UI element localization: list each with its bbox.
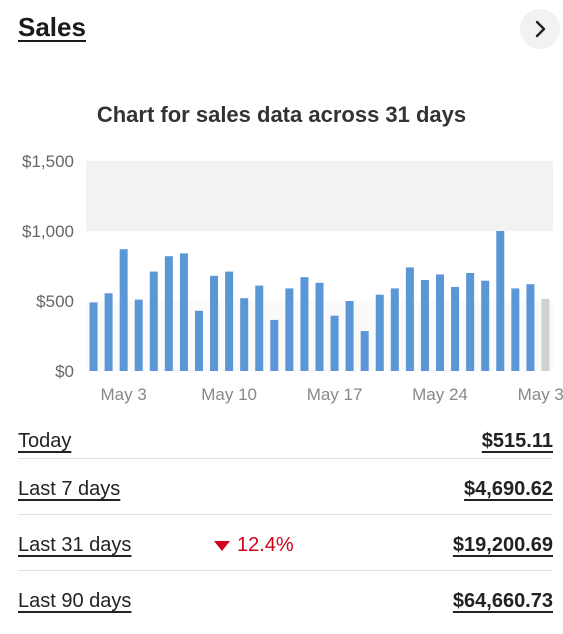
chart-bar (390, 288, 399, 371)
down-triangle-icon (214, 540, 230, 551)
summary-row-today[interactable]: Today $515.11 (18, 418, 553, 474)
chart-bar (134, 299, 143, 371)
chart-bar (179, 253, 188, 371)
summary-value[interactable]: $64,660.73 (452, 590, 553, 612)
chart-bar (315, 282, 324, 371)
sales-chart: $0 $500 $1,000 $1,500 May 3 May 10 May 17 May 2… (22, 152, 563, 404)
chart-bar (481, 280, 490, 371)
chart-bar (225, 271, 234, 371)
page-title[interactable]: Sales (18, 12, 86, 42)
summary-label[interactable]: Last 90 days (18, 590, 132, 612)
chart-bar (375, 294, 384, 371)
chevron-right-icon (535, 20, 546, 38)
chart-bar (526, 284, 535, 371)
chart-bar (496, 231, 505, 371)
header: Sales (0, 0, 563, 60)
chart-bar (451, 287, 460, 371)
chart-bar (345, 301, 354, 371)
chart-bar (466, 273, 475, 371)
summary-row-last-31-days[interactable]: Last 31 days 12.4% $19,200.69 (18, 522, 553, 578)
chart-bar (405, 267, 414, 371)
summary-row-last-90-days[interactable]: Last 90 days $64,660.73 (18, 578, 553, 634)
chart-bar (255, 285, 264, 371)
x-tick-label: May 31 (518, 385, 563, 404)
summary-value[interactable]: $4,690.62 (464, 478, 553, 500)
chart-bar (330, 315, 339, 371)
y-tick-label: $500 (36, 292, 74, 311)
divider (18, 458, 553, 459)
chart-bar (104, 293, 113, 371)
chart-bar (360, 331, 369, 371)
grid-band (86, 161, 553, 231)
summary-row-last-7-days[interactable]: Last 7 days $4,690.62 (18, 466, 553, 522)
chart-bar (436, 274, 445, 371)
summary-label[interactable]: Today (18, 430, 72, 452)
chart-title: Chart for sales data across 31 days (96, 102, 467, 127)
chart-bar (149, 271, 158, 371)
y-tick-label: $1,500 (22, 152, 74, 171)
chart-bar (194, 310, 203, 371)
next-button[interactable] (520, 9, 560, 49)
x-tick-label: May 3 (101, 385, 147, 404)
x-tick-label: May 24 (412, 385, 468, 404)
chart-bar (210, 275, 219, 371)
change-indicator: 12.4% (213, 534, 294, 557)
summary-value[interactable]: $19,200.69 (452, 534, 553, 556)
chart-bar (119, 249, 128, 371)
summary-value[interactable]: $515.11 (481, 430, 553, 452)
x-tick-label: May 17 (307, 385, 363, 404)
chart-bar (270, 319, 279, 371)
chart-bar (164, 256, 173, 371)
x-tick-label: May 10 (201, 385, 257, 404)
change-percent: 12.4% (237, 534, 294, 556)
chart-bar (240, 298, 249, 371)
chart-bar (420, 280, 429, 371)
chart-bar (89, 302, 98, 371)
chart-bar (541, 298, 550, 371)
summary-label[interactable]: Last 31 days (18, 534, 132, 556)
chart-bar (300, 277, 309, 371)
divider (18, 514, 553, 515)
chart-bar (285, 288, 294, 371)
y-tick-label: $0 (55, 362, 74, 381)
divider (18, 570, 553, 571)
y-tick-label: $1,000 (22, 222, 74, 241)
summary-label[interactable]: Last 7 days (18, 478, 121, 500)
chart-bar (511, 288, 520, 371)
